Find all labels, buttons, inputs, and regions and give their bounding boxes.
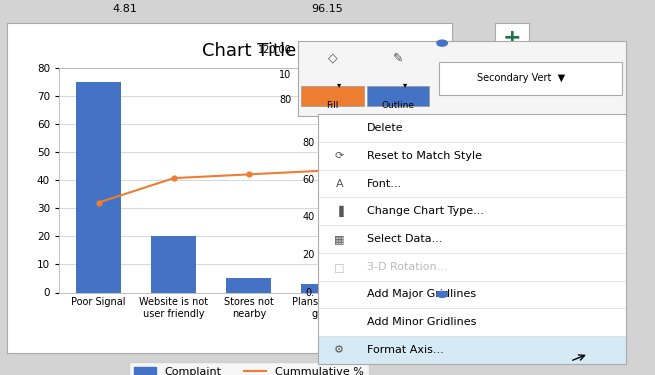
Text: 60: 60 [302, 175, 314, 185]
Text: 96.15: 96.15 [312, 4, 343, 14]
Text: Reset to Match Style: Reset to Match Style [367, 151, 482, 161]
Text: Add Major Gridlines: Add Major Gridlines [367, 290, 476, 300]
Text: 80: 80 [302, 138, 314, 147]
Text: ⚙: ⚙ [334, 345, 345, 355]
Text: ◇: ◇ [328, 51, 337, 64]
Text: Fill: Fill [326, 101, 339, 110]
Text: 40: 40 [302, 213, 314, 222]
Bar [151, 236, 196, 292]
Title: Chart Title: Chart Title [202, 42, 296, 60]
Text: +: + [503, 28, 521, 48]
Text: 4.81: 4.81 [112, 4, 137, 14]
Text: ▦: ▦ [334, 234, 345, 244]
Text: 120.00: 120.00 [257, 45, 291, 55]
Text: ✎: ✎ [392, 51, 403, 64]
Text: Secondary Vert  ▼: Secondary Vert ▼ [477, 73, 565, 82]
Bar [227, 278, 271, 292]
Text: ▾: ▾ [403, 80, 407, 89]
FancyBboxPatch shape [439, 62, 622, 94]
Text: ▾: ▾ [337, 80, 341, 89]
Bar [318, 336, 626, 364]
Text: Add Minor Gridlines: Add Minor Gridlines [367, 317, 476, 327]
Text: Select Data...: Select Data... [367, 234, 442, 244]
Bar [377, 290, 422, 292]
Text: ⟳: ⟳ [335, 151, 344, 161]
Text: Font...: Font... [367, 178, 402, 189]
Text: 80: 80 [279, 95, 291, 105]
Text: 10: 10 [279, 70, 291, 80]
Legend: Complaint, Cummulative %: Complaint, Cummulative % [129, 362, 369, 375]
Text: A: A [335, 178, 343, 189]
Bar [301, 284, 346, 292]
Text: 20: 20 [302, 250, 314, 260]
Polygon shape [506, 65, 519, 72]
Text: Format Axis...: Format Axis... [367, 345, 443, 355]
Text: Outline: Outline [381, 101, 415, 110]
Text: ▐: ▐ [335, 206, 343, 217]
Text: □: □ [334, 262, 345, 272]
FancyBboxPatch shape [367, 86, 429, 106]
Text: Delete: Delete [367, 123, 403, 133]
Text: 3-D Rotation...: 3-D Rotation... [367, 262, 447, 272]
Text: Change Chart Type...: Change Chart Type... [367, 206, 484, 216]
FancyBboxPatch shape [301, 86, 364, 106]
Bar [76, 82, 121, 292]
Text: 0.: 0. [305, 288, 314, 297]
